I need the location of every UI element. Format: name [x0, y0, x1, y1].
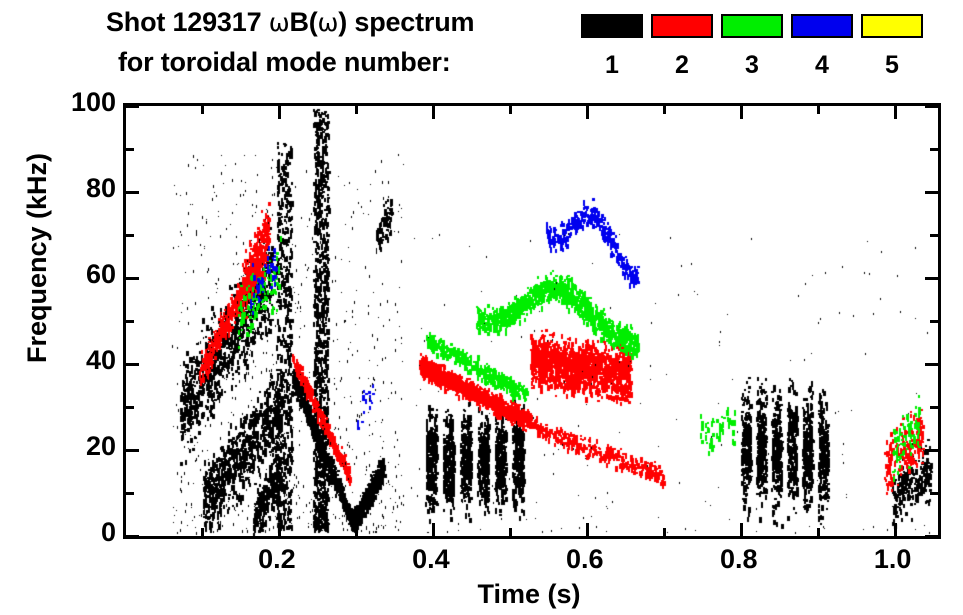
y-minor-10 [126, 491, 134, 495]
omega-symbol-1: ω [268, 8, 290, 37]
x-tick-top-0.2 [278, 106, 282, 119]
plot-title: Shot 129317 ωB(ω) spectrum [106, 6, 475, 39]
x-minor-0.1 [201, 528, 205, 536]
x-tick-top-0.8 [740, 106, 744, 119]
y-tick-labels: 0 20 40 60 80 100 [38, 87, 116, 547]
y-tick-label-100: 100 [70, 87, 116, 117]
y-minor-90 [126, 147, 134, 151]
y-tick-label-40: 40 [85, 345, 116, 375]
x-tick-top-0.6 [586, 106, 590, 119]
y-minor-right-30 [930, 405, 938, 409]
x-tick-0.8 [740, 523, 744, 536]
y-tick-20 [126, 448, 139, 452]
x-tick-label-0.8: 0.8 [719, 544, 758, 574]
plot-area [123, 103, 941, 539]
x-tick-0.4 [432, 523, 436, 536]
y-tick-right-20 [925, 448, 938, 452]
y-tick-80 [126, 190, 139, 194]
x-tick-label-0.2: 0.2 [258, 544, 296, 574]
y-tick-label-20: 20 [85, 431, 116, 461]
legend-label-3: 3 [745, 51, 759, 79]
y-minor-right-70 [930, 233, 938, 237]
x-minor-0.9 [817, 528, 821, 536]
x-tick-top-1 [894, 106, 898, 119]
legend-label-1: 1 [605, 51, 619, 79]
y-minor-right-90 [930, 147, 938, 151]
y-tick-right-80 [925, 190, 938, 194]
y-axis-title: Frequency (kHz) [22, 152, 52, 364]
x-tick-0.2 [278, 523, 282, 536]
legend-swatch-2 [651, 14, 713, 38]
y-tick-40 [126, 362, 139, 366]
x-tick-label-0.4: 0.4 [412, 544, 450, 574]
x-minor-top-0.5 [509, 106, 513, 114]
y-minor-30 [126, 405, 134, 409]
plot-subtitle: for toroidal mode number: [118, 47, 451, 77]
x-minor-0.7 [663, 528, 667, 536]
legend-label-5: 5 [885, 51, 899, 79]
x-tick-label-1.0: 1.0 [873, 544, 912, 574]
title-line-2: for toroidal mode number: [0, 46, 963, 80]
x-minor-top-0.1 [201, 106, 205, 114]
y-tick-60 [126, 276, 139, 280]
legend-swatch-1 [581, 14, 643, 38]
legend-swatch-4 [791, 14, 853, 38]
spectrogram-canvas [126, 106, 938, 536]
title-prefix: Shot 129317 [106, 7, 269, 37]
x-tick-label-0.6: 0.6 [566, 544, 604, 574]
x-minor-top-0.7 [663, 106, 667, 114]
y-minor-right-10 [930, 491, 938, 495]
y-tick-100 [126, 104, 139, 108]
y-tick-right-60 [925, 276, 938, 280]
title-line-1: Shot 129317 ωB(ω) spectrum [0, 6, 963, 40]
y-tick-label-60: 60 [85, 259, 116, 289]
x-minor-0.3 [355, 528, 359, 536]
title-mid: B( [289, 7, 318, 37]
x-tick-0.6 [586, 523, 590, 536]
legend-label-2: 2 [675, 51, 689, 79]
y-tick-right-0 [925, 534, 938, 538]
y-minor-70 [126, 233, 134, 237]
y-tick-label-80: 80 [85, 173, 116, 203]
x-minor-top-0.3 [355, 106, 359, 114]
x-tick-top-0.4 [432, 106, 436, 119]
y-tick-right-100 [925, 104, 938, 108]
x-tick-1 [894, 523, 898, 536]
omega-symbol-2: ω [317, 8, 339, 37]
x-minor-0.5 [509, 528, 513, 536]
x-minor-top-0.9 [817, 106, 821, 114]
legend-swatch-3 [721, 14, 783, 38]
y-tick-right-40 [925, 362, 938, 366]
y-minor-50 [126, 319, 134, 323]
title-suffix: ) spectrum [338, 7, 475, 37]
y-tick-label-0: 0 [100, 517, 116, 547]
x-tick-labels: 0.2 0.4 0.6 0.8 1.0 [123, 543, 935, 579]
x-axis-title: Time (s) [477, 579, 581, 609]
y-tick-0 [126, 534, 139, 538]
y-minor-right-50 [930, 319, 938, 323]
legend-label-4: 4 [815, 51, 829, 79]
legend-swatch-5 [861, 14, 923, 38]
